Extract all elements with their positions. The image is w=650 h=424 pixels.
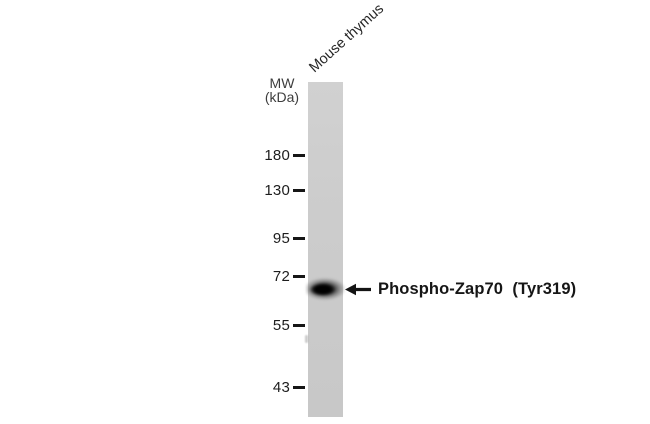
mw-tick (293, 274, 305, 278)
mw-tick (293, 385, 305, 389)
left-arrow-icon (345, 283, 371, 296)
mw-marker-55: 55 (235, 316, 305, 334)
mw-marker-label: 95 (272, 229, 290, 247)
mw-marker-label: 55 (272, 316, 290, 334)
mw-marker-130: 130 (235, 181, 305, 199)
mw-tick (293, 236, 305, 240)
mw-marker-43: 43 (235, 378, 305, 396)
mw-marker-95: 95 (235, 229, 305, 247)
lane-sample-label: Mouse thymus (306, 1, 388, 77)
mw-marker-label: 130 (264, 181, 290, 199)
blot-lane (305, 82, 345, 417)
mw-axis-title-line1: MW (269, 75, 295, 91)
mw-marker-72: 72 (235, 267, 305, 285)
mw-axis-title: MW (kDa) (261, 76, 303, 104)
mw-axis-title-line2: (kDa) (264, 89, 300, 105)
mw-tick (293, 323, 305, 327)
mw-tick (293, 188, 305, 192)
lane-artifact-speck (305, 335, 308, 343)
mw-marker-label: 43 (272, 378, 290, 396)
band-annotation-label: Phospho-Zap70 (Tyr319) (378, 280, 577, 298)
mw-marker-180: 180 (235, 146, 305, 164)
band-annotation: Phospho-Zap70 (Tyr319) (345, 279, 576, 300)
mw-marker-label: 72 (272, 267, 290, 285)
protein-band (306, 275, 345, 303)
mw-marker-label: 180 (264, 146, 290, 164)
mw-tick (293, 153, 305, 157)
